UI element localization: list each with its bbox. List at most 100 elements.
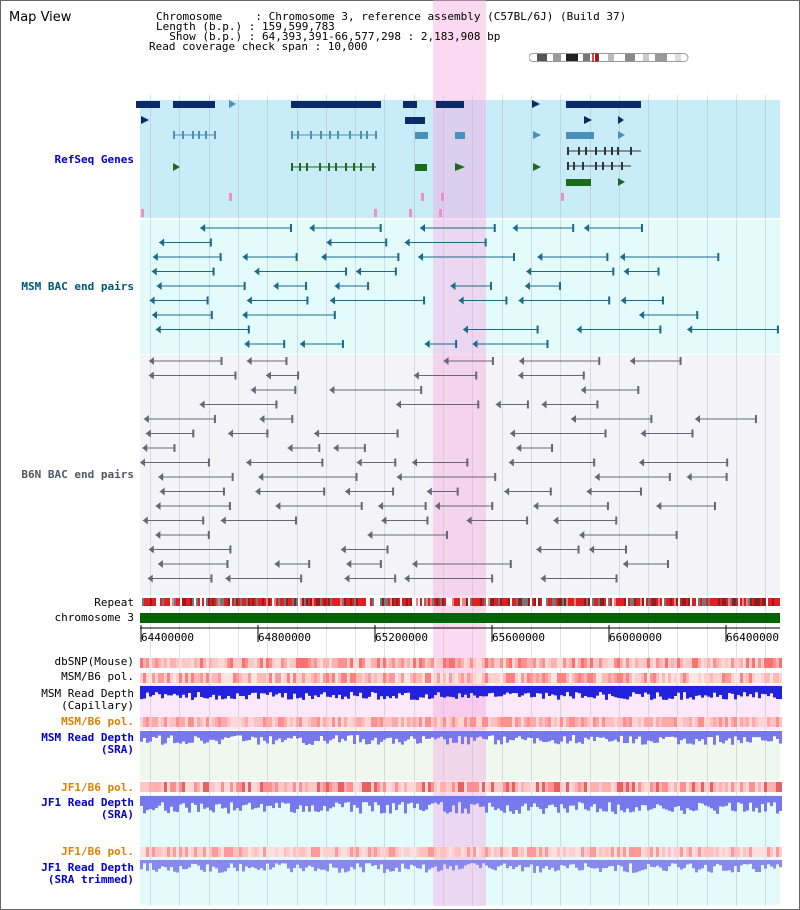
heat-cell bbox=[719, 717, 722, 727]
repeat-block bbox=[154, 598, 156, 606]
depth-bar bbox=[560, 796, 563, 805]
depth-bar bbox=[512, 796, 515, 814]
heat-cell bbox=[488, 782, 491, 792]
repeat-block bbox=[638, 598, 640, 606]
heat-cell bbox=[209, 673, 212, 683]
repeat-block bbox=[572, 598, 574, 606]
repeat-block bbox=[148, 598, 150, 606]
jf1-b6-pol-label-2[interactable]: JF1/B6 pol. bbox=[61, 845, 134, 858]
heat-cell bbox=[563, 658, 566, 668]
heat-cell bbox=[506, 673, 509, 683]
depth-bar bbox=[377, 796, 380, 806]
heat-cell bbox=[770, 847, 773, 857]
repeat-block bbox=[642, 598, 644, 606]
depth-bar bbox=[347, 686, 350, 699]
heat-cell bbox=[698, 673, 701, 683]
heat-cell bbox=[776, 673, 779, 683]
repeat-block bbox=[562, 598, 564, 606]
heat-cell bbox=[548, 782, 551, 792]
msm-bac-label[interactable]: MSM BAC end pairs bbox=[21, 280, 134, 293]
msm-b6-pol-label-2[interactable]: MSM/B6 pol. bbox=[61, 715, 134, 728]
depth-bar bbox=[404, 860, 407, 869]
heat-cell bbox=[680, 658, 683, 668]
depth-bar bbox=[146, 796, 149, 811]
repeat-block bbox=[772, 598, 774, 606]
dbsnp-label[interactable]: dbSNP(Mouse) bbox=[54, 655, 134, 668]
jf1-depth-sra-label-1[interactable]: JF1 Read Depth bbox=[41, 796, 134, 809]
jf1-depth-trim-label-1[interactable]: JF1 Read Depth bbox=[41, 861, 134, 874]
heat-cell bbox=[338, 658, 341, 668]
heat-cell bbox=[779, 717, 782, 727]
heat-cell bbox=[218, 658, 221, 668]
heat-cell bbox=[164, 782, 167, 792]
depth-bar bbox=[242, 860, 245, 872]
heat-cell bbox=[752, 673, 755, 683]
depth-bar bbox=[632, 731, 635, 744]
repeat-block bbox=[484, 598, 486, 606]
depth-bar bbox=[482, 860, 485, 864]
repeat-block bbox=[634, 598, 636, 606]
heat-cell bbox=[656, 782, 659, 792]
selection-highlight[interactable] bbox=[433, 0, 486, 906]
heat-cell bbox=[383, 717, 386, 727]
refseq-genes-label[interactable]: RefSeq Genes bbox=[54, 153, 134, 166]
heat-cell bbox=[686, 717, 689, 727]
depth-bar bbox=[773, 686, 776, 698]
depth-bar bbox=[770, 686, 773, 694]
heat-cell bbox=[731, 673, 734, 683]
depth-bar bbox=[224, 860, 227, 872]
jf1-b6-pol-label[interactable]: JF1/B6 pol. bbox=[61, 781, 134, 794]
heat-cell bbox=[692, 673, 695, 683]
msm-bac-end bbox=[458, 296, 464, 305]
msm-depth-cap-label-1[interactable]: MSM Read Depth bbox=[41, 687, 134, 700]
show-range-info: Show (b.p.) : 64,393,391-66,577,298 : 2,… bbox=[156, 30, 501, 43]
repeat-block bbox=[694, 598, 696, 606]
repeat-block bbox=[292, 598, 294, 606]
heat-cell bbox=[326, 673, 329, 683]
repeat-block bbox=[740, 598, 742, 606]
depth-bar bbox=[182, 860, 185, 870]
b6n-bac-end bbox=[378, 502, 384, 510]
depth-bar bbox=[299, 686, 302, 698]
heat-cell bbox=[299, 658, 302, 668]
depth-bar bbox=[617, 860, 620, 865]
msm-depth-sra-label-1[interactable]: MSM Read Depth bbox=[41, 731, 134, 744]
depth-bar bbox=[410, 686, 413, 700]
gene-feature bbox=[136, 101, 160, 108]
depth-bar bbox=[614, 731, 617, 740]
depth-bar bbox=[494, 686, 497, 697]
b6n-bac-label[interactable]: B6N BAC end pairs bbox=[21, 468, 134, 481]
depth-bar bbox=[452, 731, 455, 743]
msm-bac-end bbox=[306, 296, 309, 305]
depth-bar bbox=[320, 686, 323, 695]
msm-b6-pol-label[interactable]: MSM/B6 pol. bbox=[61, 670, 134, 683]
depth-bar bbox=[677, 731, 680, 745]
chromosome-ideogram[interactable] bbox=[529, 53, 689, 62]
depth-bar bbox=[191, 686, 194, 700]
heat-cell bbox=[491, 847, 494, 857]
b6n-bac-end bbox=[192, 429, 195, 438]
depth-bar bbox=[395, 796, 398, 811]
heat-cell bbox=[428, 673, 431, 683]
repeat-block bbox=[670, 598, 672, 606]
repeat-block bbox=[204, 598, 206, 606]
heat-cell bbox=[569, 782, 572, 792]
heat-cell bbox=[353, 847, 356, 857]
depth-bar bbox=[608, 860, 611, 867]
heat-cell bbox=[725, 658, 728, 668]
heat-cell bbox=[548, 847, 551, 857]
depth-bar bbox=[713, 796, 716, 811]
depth-bar bbox=[371, 860, 374, 866]
b6n-bac-end bbox=[356, 458, 362, 467]
depth-bar bbox=[695, 860, 698, 873]
b6n-bac-end bbox=[426, 516, 429, 525]
heat-cell bbox=[578, 847, 581, 857]
depth-bar bbox=[377, 731, 380, 745]
chromosome-info: Chromosome : Chromosome 3, reference ass… bbox=[156, 10, 627, 23]
heat-cell bbox=[305, 673, 308, 683]
repeat-block bbox=[770, 598, 772, 606]
depth-bar bbox=[344, 686, 347, 697]
heat-cell bbox=[470, 673, 473, 683]
heat-cell bbox=[191, 658, 194, 668]
